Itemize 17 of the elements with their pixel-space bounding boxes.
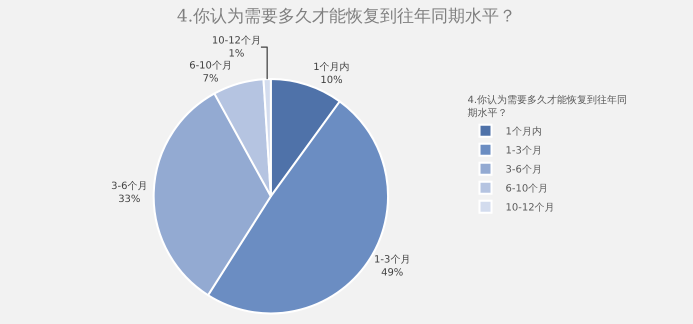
data-label: 49% xyxy=(381,268,404,279)
legend-label: 1个月内 xyxy=(506,126,542,138)
slice-label: 1-3个月 xyxy=(374,254,410,266)
legend-label: 1-3个月 xyxy=(506,144,542,157)
legend-label: 3-6个月 xyxy=(506,164,542,176)
slice-label: 3-6个月 xyxy=(111,180,148,192)
data-label: 10% xyxy=(320,74,343,86)
slice-label: 10-12个月 xyxy=(212,34,261,47)
data-label: 33% xyxy=(118,194,140,206)
slice-label: 1个月内 xyxy=(313,60,350,73)
chart-title: 4.你认为需要多久才能恢复到往年同期水平？ xyxy=(176,6,516,27)
legend-title: 4.你认为需要多久才能恢复到往年同期水平？ xyxy=(468,94,628,120)
data-label: 7% xyxy=(202,74,218,85)
data-label: 1% xyxy=(228,48,244,60)
legend-label: 10-12个月 xyxy=(506,202,555,214)
legend-label: 6-10个月 xyxy=(506,182,548,195)
slice-label: 6-10个月 xyxy=(189,60,232,72)
